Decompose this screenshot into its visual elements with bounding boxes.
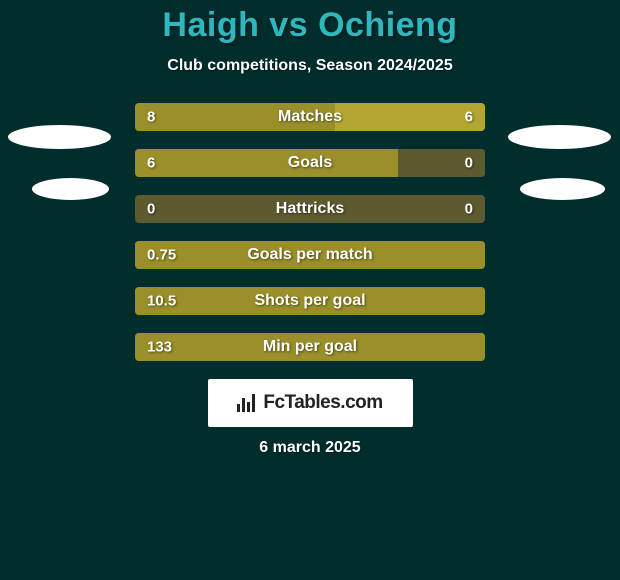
- right-decorative-oval: [508, 125, 611, 149]
- stat-value-left: 10.5: [147, 293, 176, 310]
- stat-value-right: 0: [465, 155, 473, 172]
- stat-value-left: 133: [147, 339, 172, 356]
- logo-bars-icon: [237, 394, 257, 412]
- stat-label: Shots per goal: [254, 292, 365, 310]
- stat-bar-left: [135, 149, 398, 177]
- stat-row: 133 Min per goal: [135, 333, 485, 361]
- stat-label: Goals: [288, 154, 332, 172]
- stat-label: Min per goal: [263, 338, 357, 356]
- right-decorative-oval: [520, 178, 605, 200]
- stat-value-right: 0: [465, 201, 473, 218]
- stat-row: 6 0 Goals: [135, 149, 485, 177]
- footer-logo: FcTables.com: [208, 379, 413, 427]
- left-decorative-oval: [8, 125, 111, 149]
- left-decorative-oval: [32, 178, 109, 200]
- stat-value-left: 6: [147, 155, 155, 172]
- footer-logo-text: FcTables.com: [263, 392, 382, 414]
- subtitle: Club competitions, Season 2024/2025: [0, 57, 620, 75]
- stat-row: 10.5 Shots per goal: [135, 287, 485, 315]
- stat-label: Matches: [278, 108, 342, 126]
- stat-value-left: 0.75: [147, 247, 176, 264]
- stat-row: 0.75 Goals per match: [135, 241, 485, 269]
- stat-bar-right: [335, 103, 486, 131]
- stat-value-right: 6: [465, 109, 473, 126]
- infographic-container: Haigh vs Ochieng Club competitions, Seas…: [0, 0, 620, 580]
- stat-row: 8 6 Matches: [135, 103, 485, 131]
- stat-value-left: 0: [147, 201, 155, 218]
- stat-label: Goals per match: [247, 246, 372, 264]
- page-title: Haigh vs Ochieng: [0, 0, 620, 45]
- date-line: 6 march 2025: [0, 439, 620, 457]
- stat-value-left: 8: [147, 109, 155, 126]
- stat-row: 0 0 Hattricks: [135, 195, 485, 223]
- stat-label: Hattricks: [276, 200, 344, 218]
